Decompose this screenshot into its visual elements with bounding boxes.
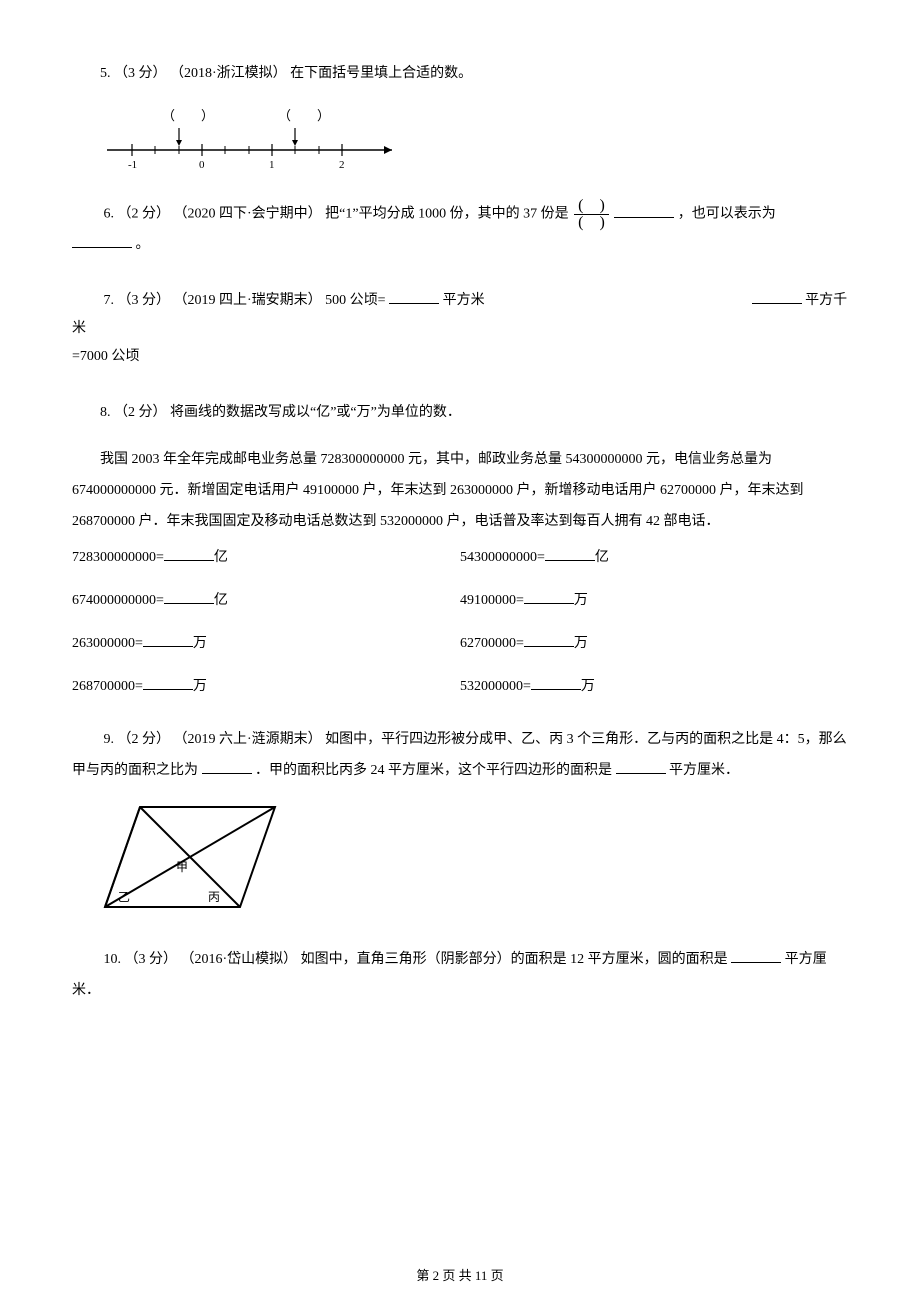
footer-mid: 页 共	[439, 1268, 475, 1283]
q8-eq-7-unit: 万	[581, 679, 595, 694]
q8-eq-6-unit: 万	[193, 679, 207, 694]
q5-prompt: 5. （3 分） （2018·浙江模拟） 在下面括号里填上合适的数。	[72, 60, 848, 88]
q8-eq-7-blank	[531, 676, 581, 690]
svg-text:-1: -1	[128, 159, 137, 170]
q8-prompt: 8. （2 分） 将画线的数据改写成以“亿”或“万”为单位的数．	[72, 399, 848, 427]
q6-points: （2 分）	[118, 207, 171, 222]
q6-blank2	[72, 234, 132, 248]
footer-total: 11	[475, 1268, 488, 1283]
label-yi: 乙	[118, 890, 130, 904]
q8-eq-4-unit: 万	[193, 636, 207, 651]
q7-source: （2019 四上·瑞安期末）	[174, 293, 322, 308]
q9-source: （2019 六上·涟源期末）	[174, 732, 322, 747]
q10-blank	[731, 949, 781, 963]
q8-paragraph-text: 我国 2003 年全年完成邮电业务总量 728300000000 元，其中，邮政…	[72, 452, 804, 529]
label-bing: 丙	[208, 890, 220, 904]
question-6: 6. （2 分） （2020 四下·会宁期中） 把“1”平均分成 1000 份，…	[72, 198, 848, 259]
question-9: 9. （2 分） （2019 六上·涟源期末） 如图中，平行四边形被分成甲、乙、…	[72, 725, 848, 917]
q8-equations: 728300000000= 亿 54300000000= 亿 67400000000…	[72, 547, 848, 697]
q9-points: （2 分）	[118, 732, 171, 747]
q10-text-a: 如图中，直角三角形（阴影部分）的面积是 12 平方厘米，圆的面积是	[301, 952, 728, 967]
q8-eq-5-unit: 万	[574, 636, 588, 651]
q8-eq-5: 62700000= 万	[460, 633, 848, 654]
q7-unit1: 平方米	[443, 293, 485, 308]
q8-eq-1: 54300000000= 亿	[460, 547, 848, 568]
q10-num: 10.	[104, 952, 122, 967]
svg-text:（ ）: （ ）	[278, 108, 330, 123]
q8-eq-2: 674000000000= 亿	[72, 590, 460, 611]
q10-source: （2016·岱山模拟）	[181, 952, 298, 967]
q6-num: 6.	[104, 207, 115, 222]
q6-end: 。	[136, 237, 150, 252]
q8-eq-5-lhs: 62700000=	[460, 636, 524, 651]
q8-eq-6: 268700000= 万	[72, 676, 460, 697]
number-line-diagram: -1 0 1 2 （ ） （ ）	[102, 100, 402, 170]
q8-eq-4-blank	[143, 633, 193, 647]
q7-num: 7.	[104, 293, 115, 308]
q6-text-b: ，也可以表示为	[678, 207, 776, 222]
q8-eq-7: 532000000= 万	[460, 676, 848, 697]
q6-text-a: 把“1”平均分成 1000 份，其中的 37 份是	[325, 207, 568, 222]
q9-blank2	[616, 760, 666, 774]
q7-points: （3 分）	[118, 293, 171, 308]
q8-eq-3: 49100000= 万	[460, 590, 848, 611]
q8-eq-1-blank	[545, 547, 595, 561]
q8-eq-6-blank	[143, 676, 193, 690]
q8-eq-6-lhs: 268700000=	[72, 679, 143, 694]
label-jia: 甲	[176, 860, 188, 874]
footer-suffix: 页	[487, 1268, 503, 1283]
q9-text-b: ．甲的面积比丙多 24 平方厘米，这个平行四边形的面积是	[255, 763, 612, 778]
q8-eq-0-blank	[164, 547, 214, 561]
q8-eq-0-unit: 亿	[214, 550, 228, 565]
q7-lhs1: 500 公顷=	[325, 293, 385, 308]
q6-source: （2020 四下·会宁期中）	[174, 207, 322, 222]
q7-blank2	[752, 290, 802, 304]
q8-paragraph: 我国 2003 年全年完成邮电业务总量 728300000000 元，其中，邮政…	[72, 445, 848, 537]
svg-text:（ ）: （ ）	[162, 108, 214, 123]
q8-eq-0: 728300000000= 亿	[72, 547, 460, 568]
question-5: 5. （3 分） （2018·浙江模拟） 在下面括号里填上合适的数。 -1 0 …	[72, 60, 848, 170]
q8-eq-0-lhs: 728300000000=	[72, 550, 164, 565]
q8-eq-7-lhs: 532000000=	[460, 679, 531, 694]
svg-text:0: 0	[199, 159, 205, 170]
q7-lhs2: =7000 公顷	[72, 349, 139, 364]
q8-num: 8.	[100, 405, 111, 420]
question-10: 10. （3 分） （2016·岱山模拟） 如图中，直角三角形（阴影部分）的面积…	[72, 945, 848, 1007]
q8-eq-2-lhs: 674000000000=	[72, 593, 164, 608]
q9-text-c: 平方厘米．	[669, 763, 739, 778]
question-8: 8. （2 分） 将画线的数据改写成以“亿”或“万”为单位的数． 我国 2003…	[72, 399, 848, 697]
page-footer: 第 2 页 共 11 页	[0, 1265, 920, 1284]
q7-blank1	[389, 290, 439, 304]
q8-eq-1-lhs: 54300000000=	[460, 550, 545, 565]
q5-points: （3 分）	[114, 66, 167, 81]
q8-eq-3-blank	[524, 590, 574, 604]
parallelogram-diagram: 甲 乙 丙	[100, 797, 280, 917]
q5-source: （2018·浙江模拟）	[170, 66, 287, 81]
q9-num: 9.	[104, 732, 115, 747]
svg-text:1: 1	[269, 159, 275, 170]
q10-points: （3 分）	[125, 952, 178, 967]
q8-eq-4-lhs: 263000000=	[72, 636, 143, 651]
q8-eq-2-unit: 亿	[214, 593, 228, 608]
svg-text:2: 2	[339, 159, 345, 170]
q8-eq-3-lhs: 49100000=	[460, 593, 524, 608]
question-7: 7. （3 分） （2019 四上·瑞安期末） 500 公顷= 平方米 平方千米…	[72, 287, 848, 371]
q8-eq-2-blank	[164, 590, 214, 604]
q5-num: 5.	[100, 66, 111, 81]
fraction-placeholder: ( ) ( )	[574, 198, 609, 231]
q8-eq-1-unit: 亿	[595, 550, 609, 565]
q8-eq-5-blank	[524, 633, 574, 647]
q6-blank1	[614, 204, 674, 218]
footer-prefix: 第	[416, 1268, 432, 1283]
q9-blank1	[202, 760, 252, 774]
q8-points: （2 分）	[114, 405, 167, 420]
q8-eq-3-unit: 万	[574, 593, 588, 608]
q5-text: 在下面括号里填上合适的数。	[290, 66, 472, 81]
q8-eq-4: 263000000= 万	[72, 633, 460, 654]
q8-text: 将画线的数据改写成以“亿”或“万”为单位的数．	[170, 405, 461, 420]
